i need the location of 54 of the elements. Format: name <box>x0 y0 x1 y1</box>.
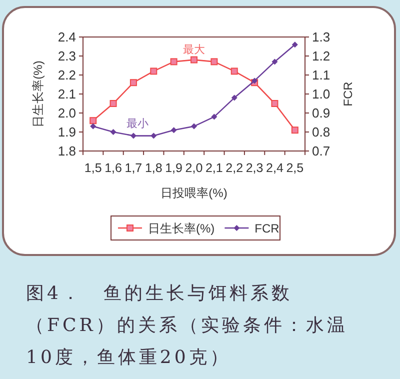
y-tick-label: 2.1 <box>58 86 76 102</box>
point <box>191 123 197 130</box>
y2-tick-label: 0.7 <box>312 144 330 158</box>
y2-tick-label: 1.3 <box>312 30 330 44</box>
x-tick-label: 2,4 <box>266 161 284 175</box>
point <box>230 68 238 75</box>
point <box>190 56 198 64</box>
x-tick-label: 1,5 <box>84 161 102 175</box>
annotation: 最大 <box>183 42 205 56</box>
annotation: 最小 <box>126 116 148 130</box>
x-tick-label: 2,3 <box>246 161 264 175</box>
x-tick-label: 2,1 <box>205 161 223 175</box>
point <box>291 126 298 134</box>
y2-axis-title: FCR <box>341 81 355 106</box>
point <box>272 58 278 65</box>
point <box>130 79 137 86</box>
legend-label: FCR <box>254 222 280 236</box>
x-tick-label: 1,7 <box>124 161 142 175</box>
point <box>90 123 96 130</box>
x-tick-label: 2,2 <box>226 161 244 175</box>
legend-label: 日生长率(%) <box>148 222 215 236</box>
y-tick-label: 1.8 <box>58 144 76 158</box>
y-tick-label: 2.0 <box>58 106 76 120</box>
point <box>210 58 218 66</box>
y2-tick-label: 0.9 <box>312 106 330 120</box>
caption: 图4． 鱼的生长与饵料系数（FCR）的关系（实验条件：水温10度，鱼体重20克） <box>26 282 349 370</box>
x-tick-label: 2,5 <box>286 161 304 175</box>
point <box>150 132 157 139</box>
y-tick-label: 2.4 <box>58 30 76 44</box>
point <box>150 68 158 75</box>
point <box>271 100 278 107</box>
x-axis-title: 日投喂率(%) <box>160 186 228 200</box>
point <box>292 42 298 48</box>
x-tick-label: 1,8 <box>144 161 162 175</box>
point <box>231 94 238 101</box>
y2-tick-label: 1.1 <box>312 68 330 82</box>
x-tick-label: 1,9 <box>165 161 183 175</box>
y2-tick-label: 0.8 <box>312 124 330 140</box>
point <box>170 127 177 134</box>
x-tick-label: 2,0 <box>185 161 203 175</box>
point <box>110 100 117 107</box>
point <box>211 114 218 120</box>
point <box>90 117 97 124</box>
point <box>252 78 258 84</box>
y2-tick-label: 1.0 <box>312 86 330 102</box>
y-tick-label: 2.2 <box>58 68 76 82</box>
point <box>170 58 178 66</box>
x-tick-label: 1,6 <box>104 161 122 175</box>
point <box>130 132 136 139</box>
y-tick-label: 2.3 <box>58 48 76 64</box>
point <box>110 129 116 135</box>
y-axis-title: 日生长率(%) <box>31 60 45 128</box>
y-tick-label: 1.9 <box>58 124 76 140</box>
y2-tick-label: 1.2 <box>312 48 330 64</box>
